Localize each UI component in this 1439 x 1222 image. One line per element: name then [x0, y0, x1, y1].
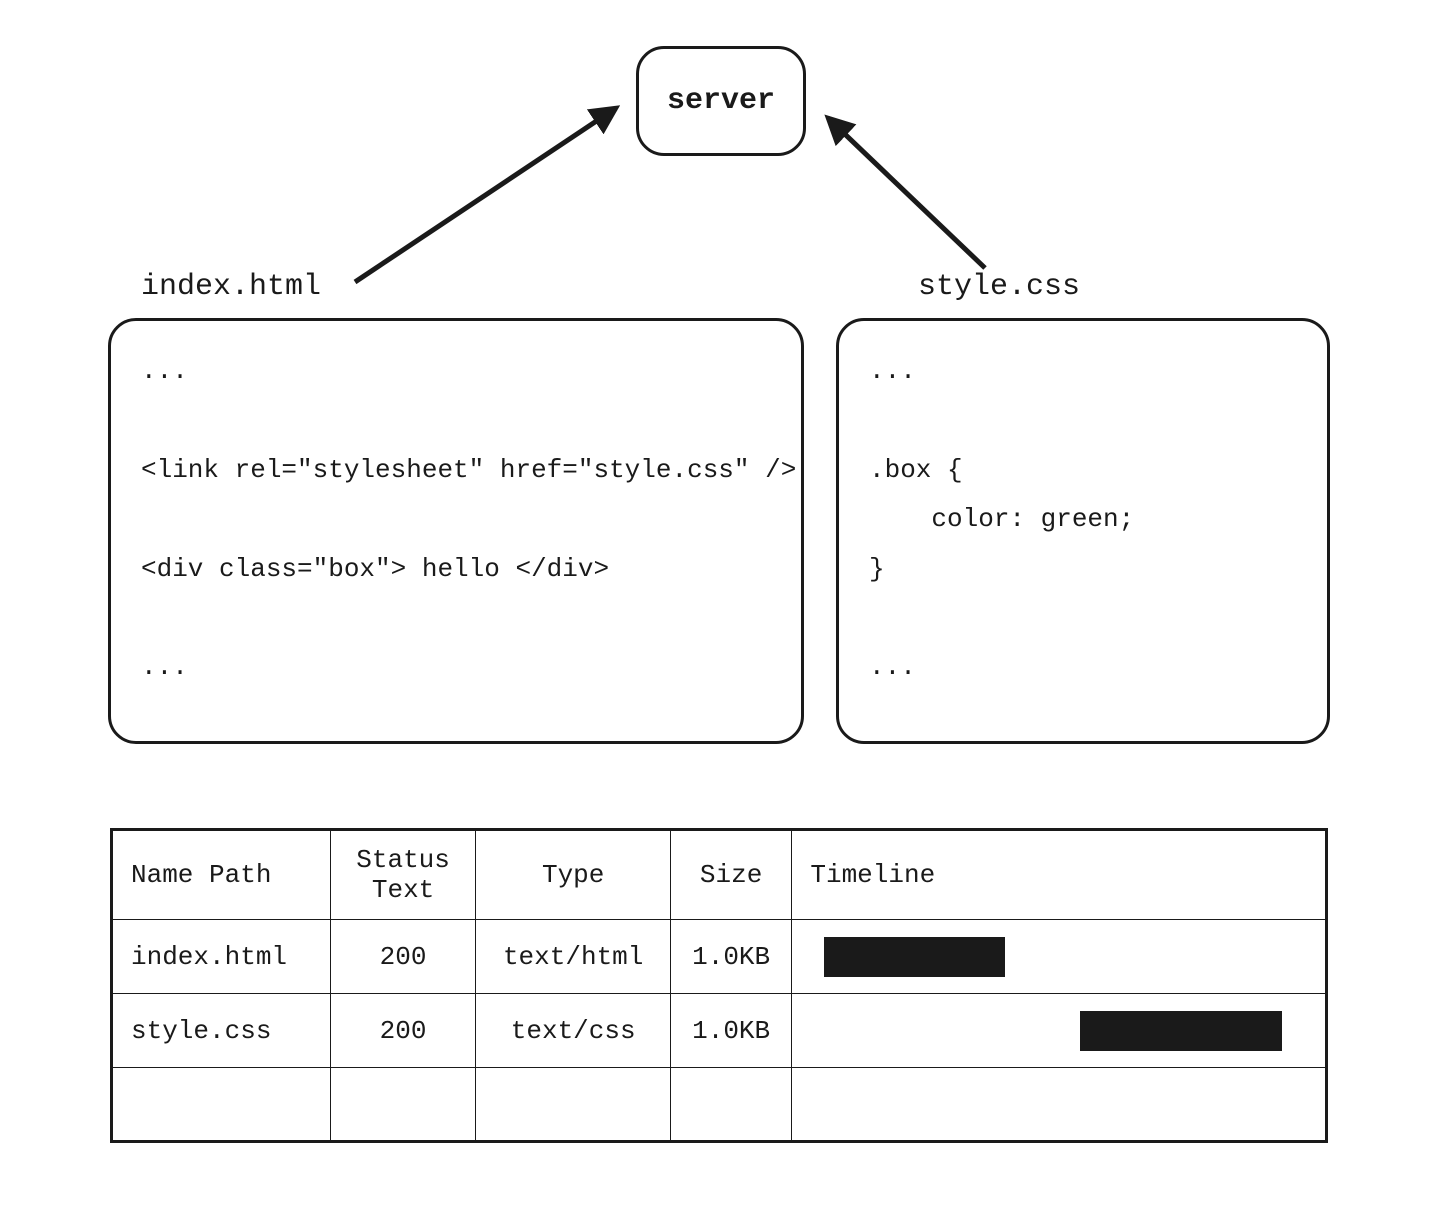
server-label: server: [667, 84, 775, 118]
arrow-left: [355, 108, 616, 282]
col-timeline: Timeline: [792, 830, 1327, 920]
network-table: Name Path Status Text Type Size Timeline…: [110, 828, 1328, 1143]
timeline-bar: [824, 937, 1005, 977]
table-header-row: Name Path Status Text Type Size Timeline: [112, 830, 1327, 920]
cell-timeline: [792, 920, 1327, 994]
index-html-label: index.html: [141, 270, 321, 304]
cell-size: 1.0KB: [670, 920, 792, 994]
style-css-label: style.css: [918, 270, 1080, 304]
col-size: Size: [670, 830, 792, 920]
server-node: server: [636, 46, 806, 156]
arrow-right: [828, 118, 985, 268]
timeline-bar: [1080, 1011, 1282, 1051]
cell-timeline: [792, 994, 1327, 1068]
cell-type: text/css: [476, 994, 670, 1068]
index-html-panel: ... <link rel="stylesheet" href="style.c…: [108, 318, 804, 744]
col-type: Type: [476, 830, 670, 920]
table-row-empty: [112, 1068, 1327, 1142]
cell-status: 200: [330, 920, 476, 994]
style-css-code: ... .box { color: green; } ...: [869, 356, 1134, 682]
cell-name: index.html: [112, 920, 331, 994]
table-row: index.html200text/html1.0KB: [112, 920, 1327, 994]
cell-type: text/html: [476, 920, 670, 994]
style-css-panel: ... .box { color: green; } ...: [836, 318, 1330, 744]
cell-name: style.css: [112, 994, 331, 1068]
index-html-code: ... <link rel="stylesheet" href="style.c…: [141, 356, 796, 682]
col-name: Name Path: [112, 830, 331, 920]
cell-size: 1.0KB: [670, 994, 792, 1068]
col-status: Status Text: [330, 830, 476, 920]
table-row: style.css200text/css1.0KB: [112, 994, 1327, 1068]
cell-status: 200: [330, 994, 476, 1068]
